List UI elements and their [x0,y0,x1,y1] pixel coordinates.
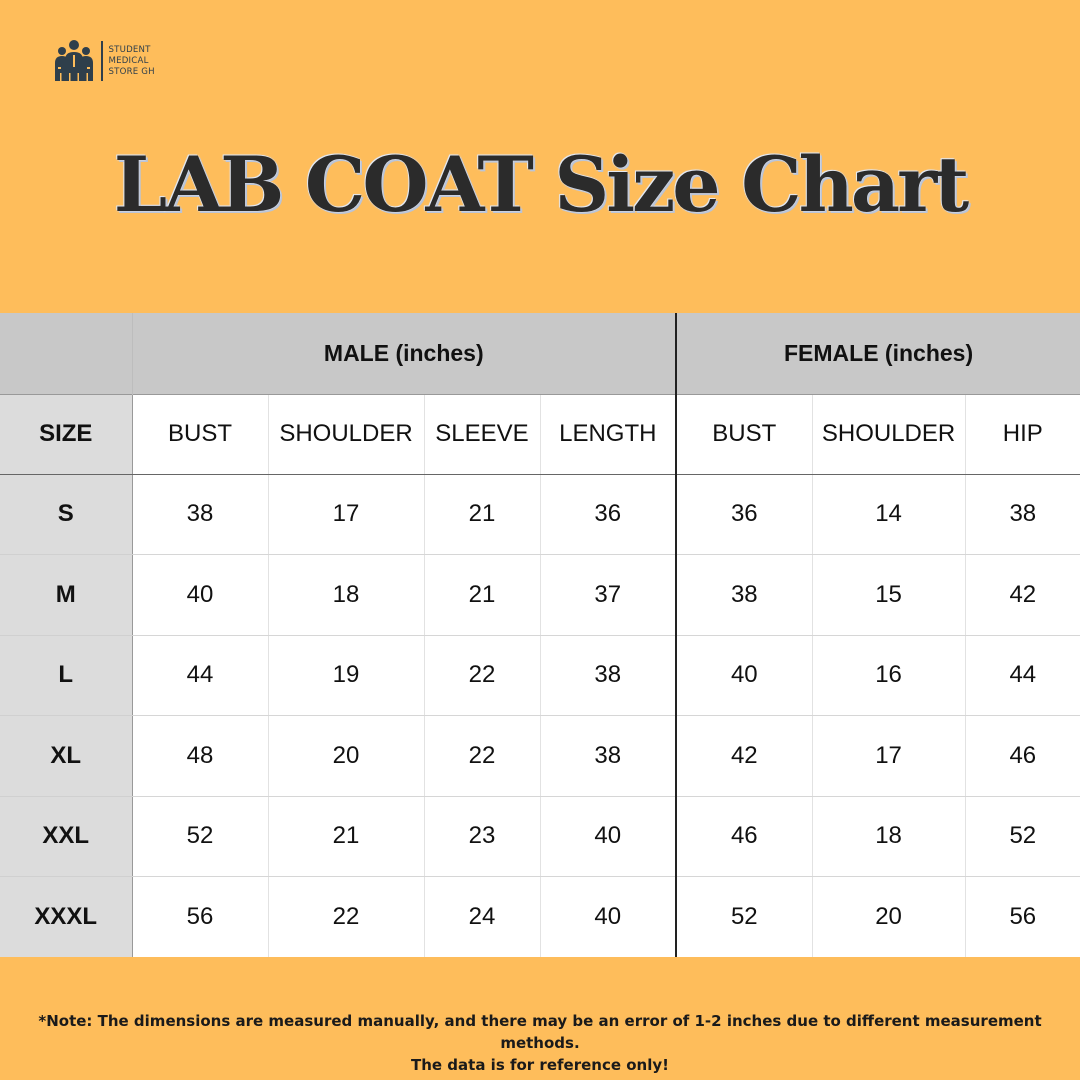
brand-logo: STUDENT MEDICAL STORE GH [54,38,155,84]
table-cell: 21 [423,554,540,636]
footnote-line-1: *Note: The dimensions are measured manua… [38,1012,1042,1052]
table-cell: 37 [539,554,677,636]
table-cell: 18 [811,796,966,877]
size-label: XXXL [0,876,133,957]
table-row: XL 48 20 22 38 42 17 46 [0,715,1080,797]
table-cell: 19 [267,635,424,716]
table-cell: 40 [675,635,813,716]
size-label: M [0,554,133,636]
table-cell: 38 [964,474,1080,555]
table-cell: 56 [964,876,1080,957]
footnote-line-2: The data is for reference only! [411,1056,669,1074]
brand-line-3: STORE GH [108,66,155,77]
table-cell: 21 [267,796,424,877]
table-cell: 38 [539,715,677,797]
table-cell: 24 [423,876,540,957]
size-label: XL [0,715,133,797]
male-group-header: MALE (inches) [132,313,677,394]
table-cell: 38 [131,474,268,555]
table-cell: 46 [964,715,1080,797]
table-cell: 52 [964,796,1080,877]
size-label: S [0,474,133,555]
table-row: XXXL 56 22 24 40 52 20 56 [0,876,1080,957]
table-cell: 15 [811,554,966,636]
header-size: SIZE [0,393,133,475]
table-cell: 48 [131,715,268,797]
table-cell: 46 [675,796,813,877]
page-title: LAB COAT Size Chart [113,140,969,229]
table-cell: 14 [811,474,966,555]
size-label: L [0,635,133,716]
table-cell: 17 [267,474,424,555]
size-chart-table: MALE (inches) FEMALE (inches) SIZE BUST … [0,313,1080,957]
header-male-bust: BUST [131,393,268,475]
table-cell: 38 [539,635,677,716]
table-cell: 16 [811,635,966,716]
header-male-shoulder: SHOULDER [267,393,424,475]
table-row: L 44 19 22 38 40 16 44 [0,635,1080,716]
three-doctors-icon [55,40,93,81]
table-cell: 40 [539,876,677,957]
female-group-header: FEMALE (inches) [675,313,1080,394]
table-cell: 56 [131,876,268,957]
size-label: XXL [0,796,133,877]
table-cell: 44 [131,635,268,716]
table-cell: 42 [964,554,1080,636]
table-row: XXL 52 21 23 40 46 18 52 [0,796,1080,877]
table-row: M 40 18 21 37 38 15 42 [0,554,1080,636]
header-female-bust: BUST [675,393,813,475]
brand-line-2: MEDICAL [108,55,149,66]
table-cell: 52 [131,796,268,877]
table-cell: 22 [423,715,540,797]
table-cell: 38 [675,554,813,636]
table-row: S 38 17 21 36 36 14 38 [0,474,1080,555]
table-cell: 18 [267,554,424,636]
table-cell: 22 [267,876,424,957]
header-female-hip: HIP [964,393,1080,475]
footnote: *Note: The dimensions are measured manua… [0,1010,1080,1076]
table-cell: 21 [423,474,540,555]
column-header-row: SIZE BUST SHOULDER SLEEVE LENGTH BUST SH… [0,393,1080,475]
table-cell: 23 [423,796,540,877]
header-female-shoulder: SHOULDER [811,393,966,475]
table-cell: 22 [423,635,540,716]
table-cell: 44 [964,635,1080,716]
logo-divider [101,41,103,81]
brand-name: STUDENT MEDICAL STORE GH [109,45,155,78]
table-cell: 20 [811,876,966,957]
table-cell: 36 [539,474,677,555]
brand-line-1: STUDENT [108,44,151,55]
table-cell: 40 [539,796,677,877]
group-header-row: MALE (inches) FEMALE (inches) [0,313,1080,394]
table-cell: 36 [675,474,813,555]
group-header-empty [0,313,133,394]
table-cell: 20 [267,715,424,797]
table-cell: 52 [675,876,813,957]
table-cell: 40 [131,554,268,636]
header-male-length: LENGTH [539,393,677,475]
table-cell: 42 [675,715,813,797]
table-cell: 17 [811,715,966,797]
header-male-sleeve: SLEEVE [423,393,540,475]
